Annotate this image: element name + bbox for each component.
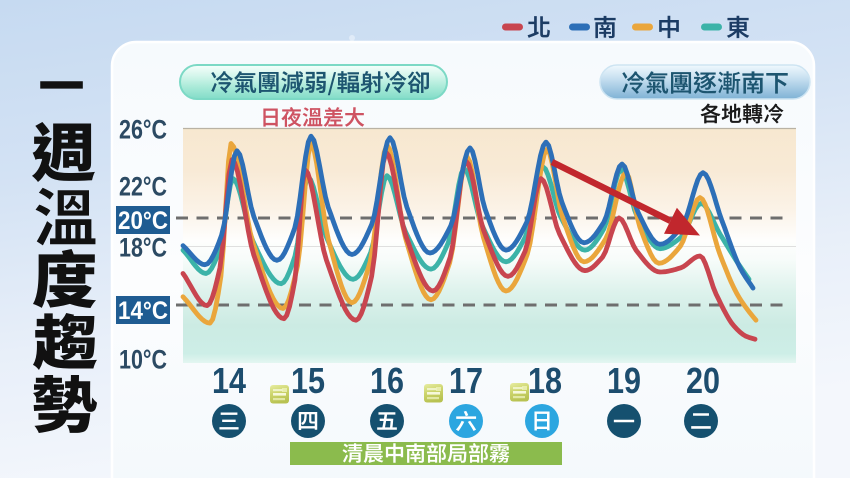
svg-text:14°C: 14°C <box>118 297 168 325</box>
svg-text:15: 15 <box>291 360 325 401</box>
svg-text:22°C: 22°C <box>119 172 167 202</box>
svg-text:16: 16 <box>370 360 404 401</box>
svg-text:20°C: 20°C <box>118 207 168 235</box>
svg-text:17: 17 <box>449 360 483 401</box>
svg-text:18°C: 18°C <box>119 233 167 263</box>
svg-text:18: 18 <box>528 360 562 401</box>
svg-text:19: 19 <box>607 360 641 401</box>
svg-text:20: 20 <box>686 360 720 401</box>
svg-text:10°C: 10°C <box>119 345 167 375</box>
svg-text:26°C: 26°C <box>119 115 167 145</box>
svg-text:14: 14 <box>212 360 246 401</box>
